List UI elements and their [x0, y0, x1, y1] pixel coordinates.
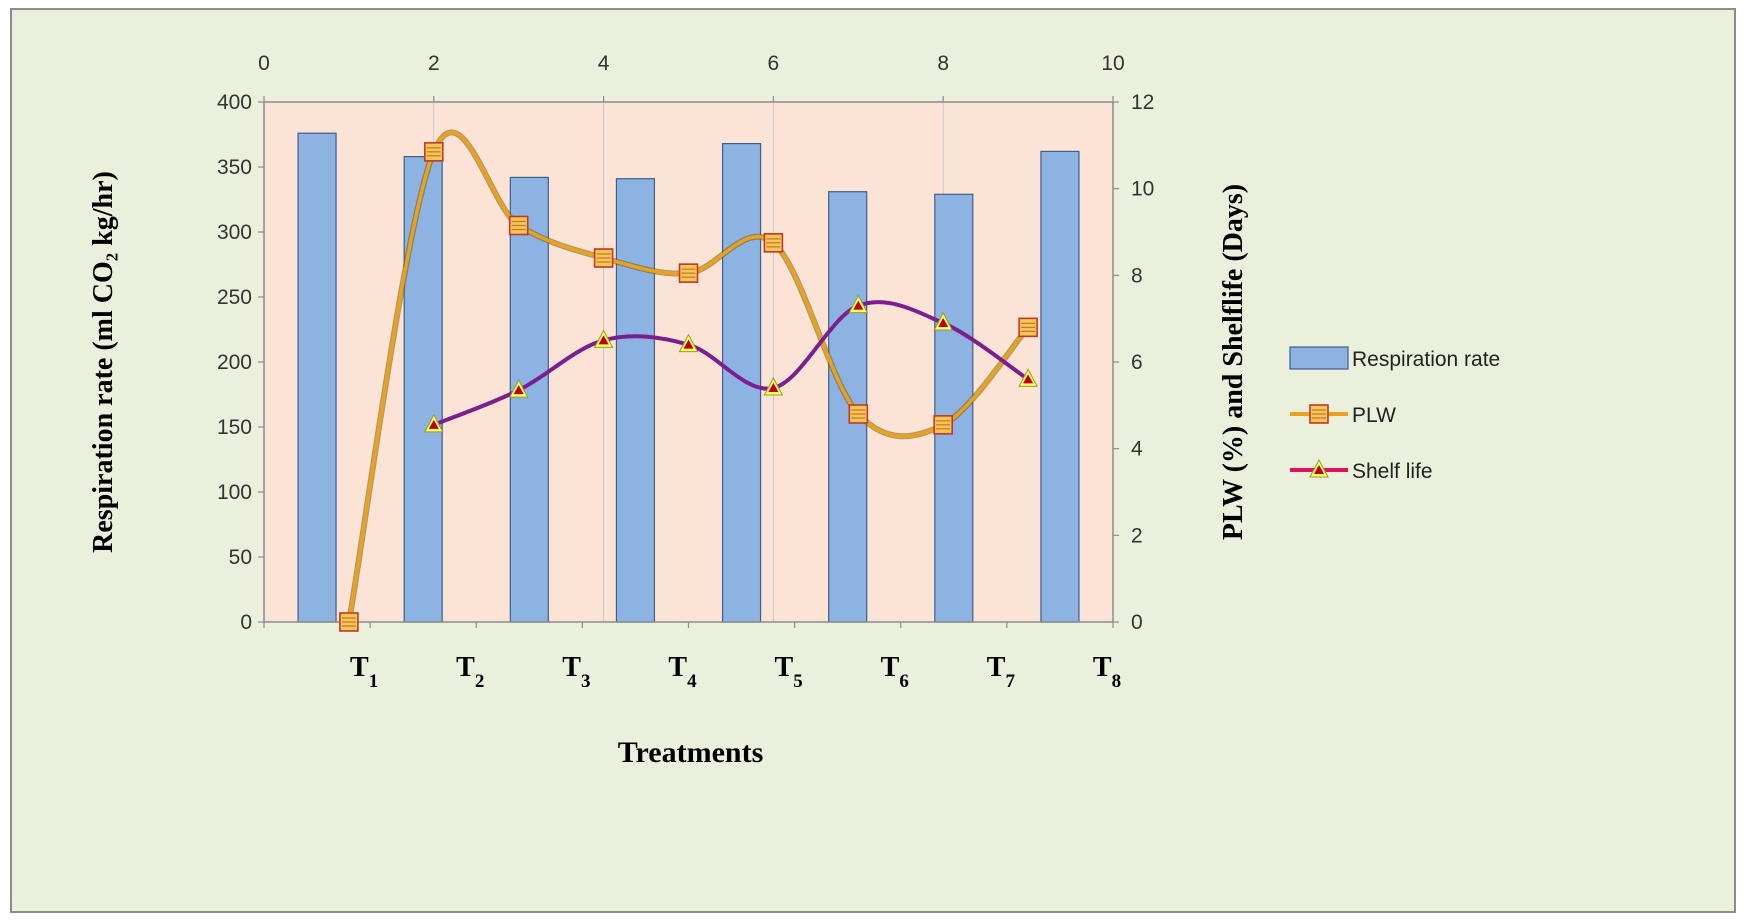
- shelf-marker-inner: [1023, 374, 1034, 384]
- bar-T4: [615, 178, 656, 623]
- right-tick-label: 12: [1131, 91, 1154, 114]
- legend-label: Shelf life: [1352, 460, 1433, 483]
- right-axis-title: PLW (%) and Shelflife (Days): [1218, 184, 1249, 540]
- combo-chart: 0 50 100 150 200 250 300 350 400 0 2 4 6 8 10 12 0 2 4 6 8 10…: [88, 52, 1500, 769]
- plw-point-1: [423, 142, 444, 162]
- shelf-marker-inner: [938, 318, 949, 327]
- legend-label: PLW: [1352, 404, 1396, 427]
- shelf-marker-inner: [853, 300, 864, 310]
- top-tick-label: 2: [428, 52, 440, 75]
- plw-point-2: [508, 215, 529, 236]
- left-tick-label: 300: [217, 221, 252, 244]
- left-axis-title: Respiration rate (ml CO₂ kg/hr): [88, 171, 119, 553]
- plw-point-3: [593, 248, 614, 268]
- shelf-life-point-6: [933, 311, 954, 331]
- right-tick-label: 8: [1131, 264, 1143, 287]
- shelf-marker-inner: [598, 335, 609, 345]
- left-tick-label: 400: [217, 91, 252, 114]
- legend-swatch-bar: [1289, 346, 1349, 370]
- legend-swatch-marker: [1309, 458, 1329, 478]
- left-tick-label: 350: [217, 156, 252, 179]
- shelf-life-point-3: [678, 333, 699, 353]
- category-label: T2: [456, 652, 484, 692]
- shelf-marker-inner: [768, 383, 779, 392]
- legend-swatch-marker: [1309, 404, 1329, 424]
- plw-point-7: [933, 415, 954, 435]
- legend-label: Respiration rate: [1352, 348, 1500, 371]
- plw-point-0: [339, 612, 359, 632]
- shelf-marker-inner: [683, 339, 694, 349]
- category-label: T3: [562, 652, 590, 692]
- bar-T8: [1040, 150, 1080, 623]
- category-label: T7: [987, 652, 1016, 692]
- category-label: T8: [1093, 652, 1121, 692]
- chart-frame: 0 50 100 150 200 250 300 350 400 0 2 4 6 8 10 12 0 2 4 6 8 10…: [10, 8, 1736, 913]
- legend: Respiration rate PLW Shelf life: [1289, 346, 1500, 483]
- legend-item: PLW: [1290, 404, 1396, 427]
- right-tick-label: 2: [1131, 524, 1143, 547]
- shelf-life-point-0: [423, 413, 444, 433]
- shelf-life-line: [433, 300, 1030, 427]
- left-tick-label: 150: [217, 416, 252, 439]
- legend-item: Shelf life: [1290, 458, 1433, 483]
- left-tick-label: 50: [229, 546, 252, 569]
- category-label: T1: [350, 652, 378, 692]
- bar-T1: [297, 132, 337, 623]
- category-label: T6: [881, 652, 909, 692]
- x-axis-title: Treatments: [618, 736, 764, 769]
- shelf-life-point-4: [763, 376, 784, 396]
- shelf-life-point-1: [508, 379, 529, 398]
- right-tick-label: 10: [1131, 178, 1154, 201]
- category-label: T4: [668, 652, 697, 692]
- bar-T2: [403, 156, 443, 623]
- top-tick-label: 8: [937, 52, 949, 75]
- category-label: T5: [775, 652, 803, 692]
- bar-T3: [509, 176, 549, 623]
- shelf-life-point-7: [1018, 368, 1038, 387]
- plw-point-6: [848, 404, 869, 424]
- top-tick-label: 10: [1101, 52, 1124, 75]
- right-tick-label: 6: [1131, 351, 1143, 374]
- top-tick-label: 6: [768, 52, 780, 75]
- plw-point-5: [763, 233, 784, 253]
- shelf-marker-inner: [513, 385, 524, 395]
- bar-T5: [721, 143, 762, 623]
- left-tick-label: 0: [240, 611, 252, 634]
- legend-item: Respiration rate: [1289, 346, 1500, 371]
- plw-line: [347, 130, 1030, 623]
- plw-point-4: [678, 263, 699, 283]
- shelf-life-point-5: [848, 294, 869, 314]
- left-tick-label: 250: [217, 286, 252, 309]
- right-tick-label: 0: [1131, 611, 1143, 634]
- top-tick-label: 4: [598, 52, 610, 75]
- shelf-marker-inner: [1314, 465, 1324, 474]
- right-tick-label: 4: [1131, 438, 1143, 461]
- shelf-marker-inner: [428, 419, 439, 429]
- shelf-life-point-2: [593, 329, 614, 348]
- plw-point-8: [1018, 317, 1038, 338]
- left-tick-label: 100: [217, 481, 252, 504]
- left-tick-label: 200: [217, 351, 252, 374]
- top-tick-label: 0: [258, 52, 270, 75]
